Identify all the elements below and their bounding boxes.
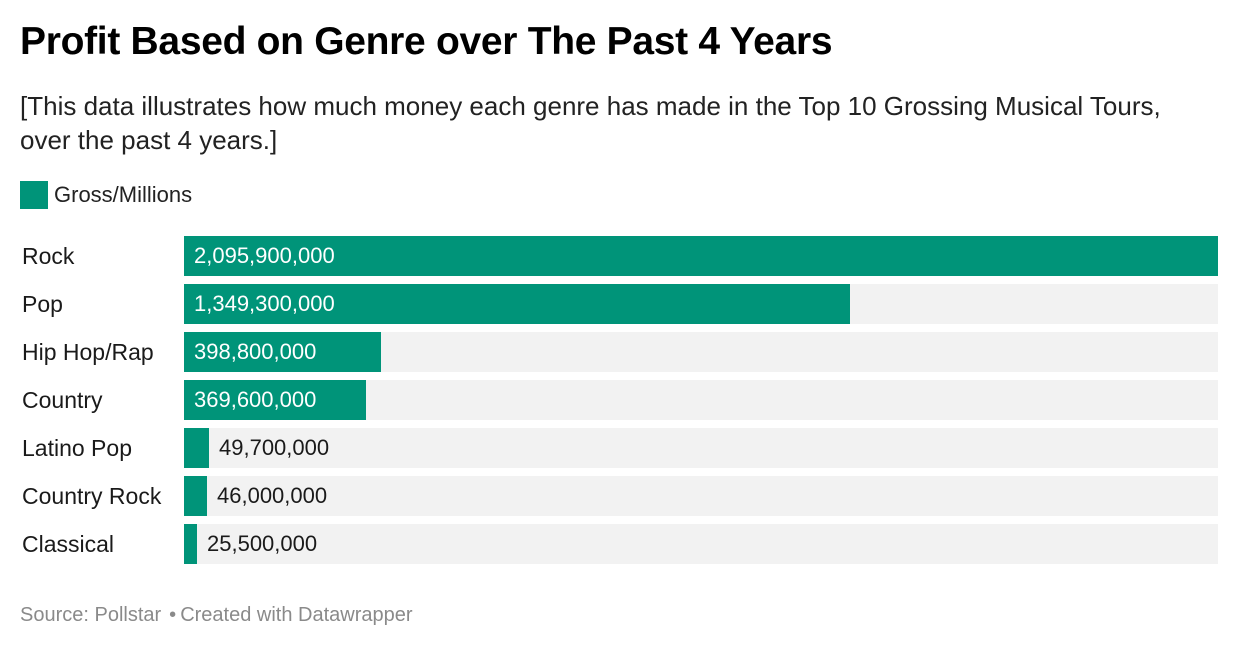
category-label-country-rock: Country Rock [22, 483, 162, 509]
chart-subtitle: [This data illustrates how much money ea… [20, 91, 1161, 155]
bar-track-pop [184, 284, 1218, 324]
value-label-latino-pop: 49,700,000 [219, 435, 330, 460]
value-label-country: 369,600,000 [194, 387, 317, 412]
bar-hip-hop-rap [184, 332, 381, 372]
bar-classical [184, 524, 197, 564]
bar-track-country-rock [184, 476, 1218, 516]
bar-track-rock [184, 236, 1218, 276]
bar-country-rock [184, 476, 207, 516]
value-label-classical: 25,500,000 [207, 531, 318, 556]
value-label-rock: 2,095,900,000 [194, 243, 335, 268]
value-label-pop: 1,349,300,000 [194, 291, 335, 316]
bar-country [184, 380, 366, 420]
bar-track-hip-hop-rap [184, 332, 1218, 372]
value-label-country-rock: 46,000,000 [217, 483, 328, 508]
source-note: Source: Pollstar [20, 604, 162, 626]
bar-track-country [184, 380, 1218, 420]
category-label-pop: Pop [22, 291, 63, 317]
chart-title: Profit Based on Genre over The Past 4 Ye… [20, 20, 833, 63]
value-label-hip-hop-rap: 398,800,000 [194, 339, 317, 364]
bar-track-classical [184, 524, 1218, 564]
legend-label: Gross/Millions [54, 182, 193, 207]
bar-track-latino-pop [184, 428, 1218, 468]
category-label-classical: Classical [22, 531, 115, 557]
category-label-rock: Rock [22, 243, 75, 269]
credit-note: Created with Datawrapper [180, 604, 413, 626]
bar-rock [184, 236, 1218, 276]
legend-swatch [20, 181, 48, 209]
bar-latino-pop [184, 428, 209, 468]
footer-separator: • [169, 604, 177, 626]
footer: Source: Pollstar • Created with Datawrappe… [20, 604, 413, 627]
legend: Gross/Millions [20, 180, 192, 210]
category-label-country: Country [22, 387, 103, 413]
category-label-hip-hop-rap: Hip Hop/Rap [22, 339, 154, 365]
bar-pop [184, 284, 850, 324]
category-label-latino-pop: Latino Pop [22, 435, 132, 461]
